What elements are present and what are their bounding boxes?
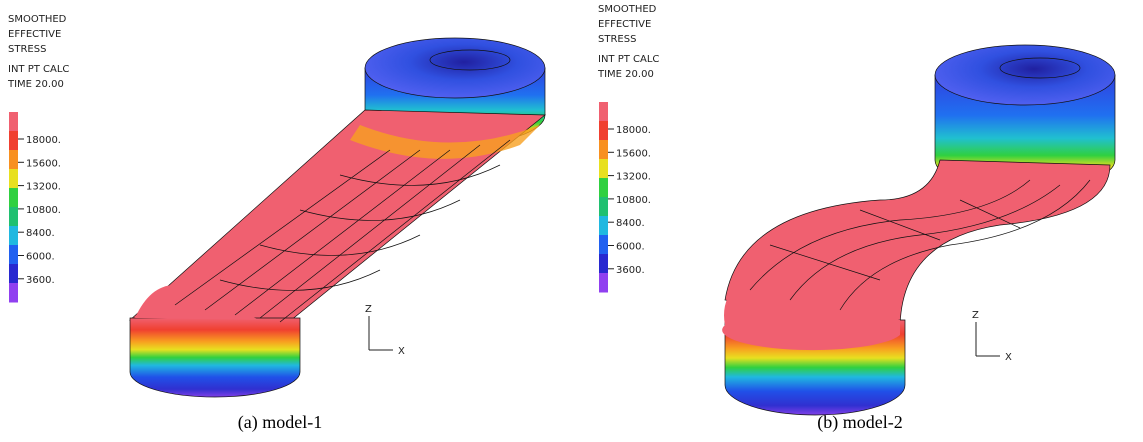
color-bar-segment [9,207,18,227]
legend-label: 18000. [616,125,651,136]
color-bar-segment [9,245,18,265]
axis-x-label: X [398,346,405,357]
legend-header: SMOOTHED [8,14,67,25]
legend-header: TIME 20.00 [597,69,654,80]
legend-header: INT PT CALC [598,54,659,65]
legend-label: 8400. [26,228,55,239]
legend-label: 10800. [616,195,651,206]
color-bar-segment [9,283,18,303]
color-bar-segment [9,264,18,284]
color-bar-segment [9,226,18,246]
legend-label: 6000. [26,252,55,263]
color-bar-segment [599,102,608,122]
legend-header: EFFECTIVE [8,29,61,40]
model-1-mesh [130,38,545,397]
legend-label: 10800. [26,205,61,216]
legend-label: 3600. [616,265,645,276]
legend-header: INT PT CALC [8,64,69,75]
color-bar-segment [599,140,608,160]
legend-label: 6000. [616,242,645,253]
color-bar-segment [599,159,608,179]
color-bar-segment [9,131,18,151]
axis-x-label: X [1005,352,1012,363]
legend-label: 15600. [616,148,651,159]
legend-label: 8400. [616,218,645,229]
model-2-mesh [722,45,1115,415]
axis-z-label: Z [365,304,372,315]
color-bar-segment [599,216,608,236]
legend-header: EFFECTIVE [598,19,651,30]
legend-header: STRESS [598,34,636,45]
color-bar-segment [9,169,18,189]
legend-label: 13200. [616,172,651,183]
legend-header: STRESS [8,44,46,55]
legend-label: 15600. [26,158,61,169]
legend-label: 13200. [26,182,61,193]
color-bar-segment [9,150,18,170]
color-bar-segment [9,112,18,132]
color-bar-segment [599,121,608,141]
legend-label: 18000. [26,135,61,146]
color-bar-segment [9,188,18,208]
legend-header: SMOOTHED [598,4,657,15]
color-bar-segment [599,273,608,293]
color-bar-segment [599,178,608,198]
legend-header: TIME 20.00 [7,79,64,90]
color-bar-segment [599,197,608,217]
figure: SMOOTHED EFFECTIVE STRESS INT PT CALC TIME 2… [0,0,1143,442]
caption: (a) model-1 [238,412,322,433]
color-bar-segment [599,235,608,255]
caption: (b) model-2 [817,412,902,433]
color-bar-segment [599,254,608,274]
axis-z-label: Z [972,310,979,321]
legend-label: 3600. [26,275,55,286]
